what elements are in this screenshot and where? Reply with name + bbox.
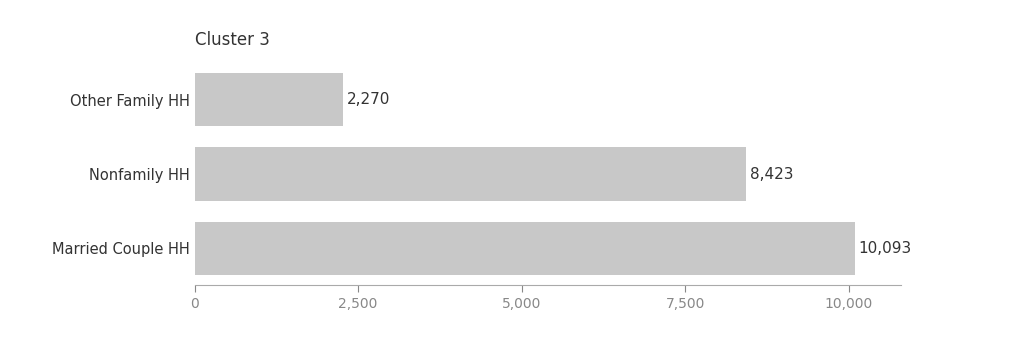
Text: 10,093: 10,093 (859, 241, 912, 256)
Bar (195, 73, 343, 126)
Text: 2,270: 2,270 (347, 92, 390, 107)
Text: 8,423: 8,423 (750, 166, 793, 182)
Bar (195, 222, 855, 275)
Bar (195, 147, 745, 201)
Text: Cluster 3: Cluster 3 (195, 31, 269, 49)
